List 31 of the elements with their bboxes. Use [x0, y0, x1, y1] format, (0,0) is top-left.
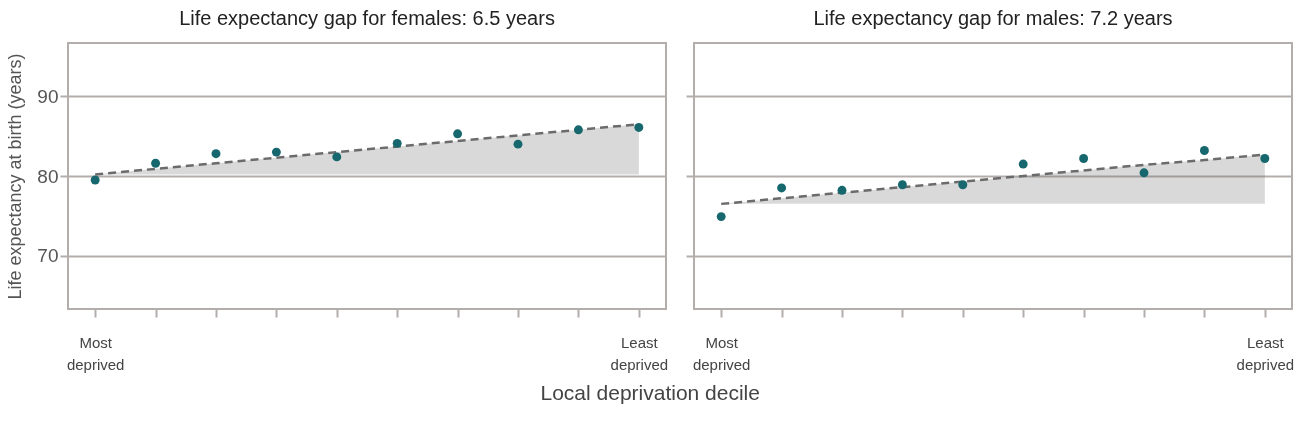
x-axis-title: Local deprivation decile [540, 381, 760, 404]
point [332, 152, 342, 162]
y-tick-label: 90 [37, 85, 59, 107]
y-axis-title: Life expectancy at birth (years) [5, 53, 26, 300]
chart-title: Life expectancy gap for females: 6.5 years [179, 7, 555, 29]
chart-title: Life expectancy gap for males: 7.2 years [813, 7, 1173, 29]
point [513, 139, 523, 149]
point [151, 158, 161, 168]
point [271, 147, 281, 157]
x-tick-label: Least deprived [610, 333, 669, 373]
point [958, 180, 968, 190]
point [453, 129, 463, 139]
point [1139, 168, 1149, 178]
point [716, 212, 726, 222]
point [573, 125, 583, 135]
point [1199, 146, 1209, 155]
point [1079, 154, 1089, 163]
point [392, 138, 402, 148]
point [211, 149, 221, 159]
y-tick-label: 70 [37, 245, 59, 267]
point [1260, 154, 1270, 163]
point [90, 175, 100, 185]
point [634, 122, 644, 132]
point [897, 180, 907, 190]
x-tick-label: Most deprived [692, 333, 751, 373]
point [777, 183, 787, 193]
x-tick-label: Least deprived [1236, 333, 1295, 373]
point [837, 185, 847, 195]
x-tick-label: Most deprived [66, 333, 125, 373]
y-tick-label: 80 [37, 165, 59, 187]
point [1018, 159, 1028, 169]
